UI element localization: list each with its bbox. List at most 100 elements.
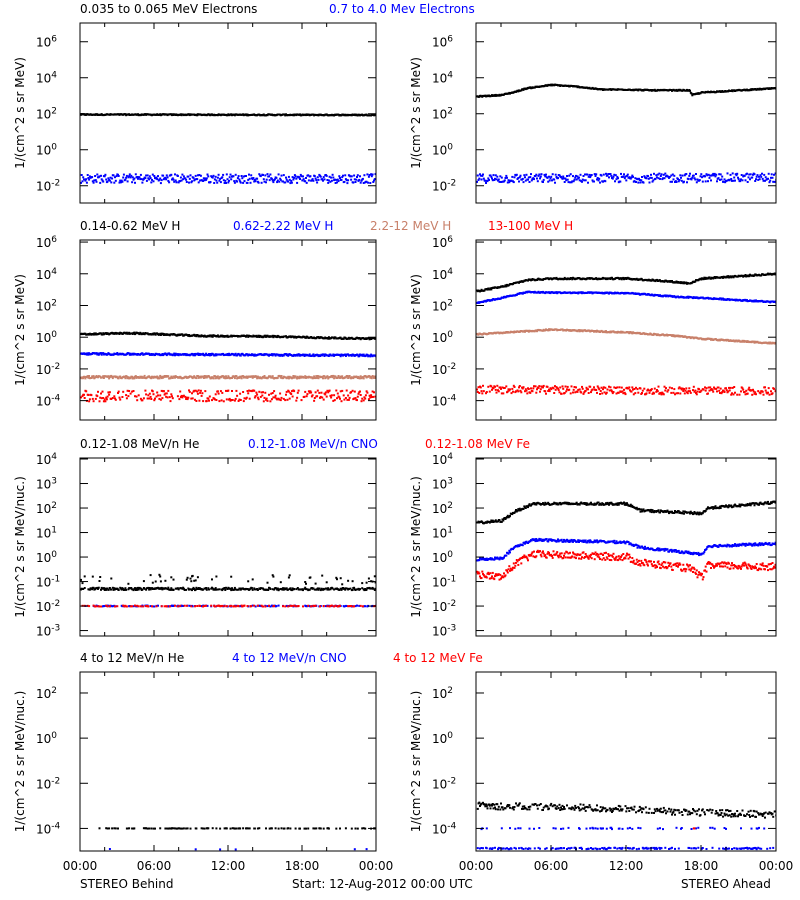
data-point — [335, 178, 338, 181]
data-point — [105, 398, 108, 401]
data-point — [558, 174, 561, 177]
data-point — [695, 393, 698, 396]
data-point — [500, 181, 502, 183]
data-point — [714, 175, 717, 178]
data-point — [216, 176, 219, 179]
data-point — [611, 276, 613, 279]
data-point — [204, 390, 207, 393]
data-point — [602, 386, 605, 389]
data-point — [336, 181, 338, 184]
data-point — [600, 174, 603, 177]
data-point — [494, 177, 496, 180]
data-point — [239, 180, 242, 183]
data-point — [215, 179, 218, 182]
data-point — [536, 180, 539, 183]
data-point — [708, 389, 711, 392]
data-point — [92, 333, 95, 336]
data-point — [191, 397, 194, 400]
data-point — [104, 400, 107, 403]
data-point — [298, 353, 301, 356]
data-point — [657, 177, 660, 180]
data-point — [193, 375, 196, 378]
data-point — [482, 390, 485, 393]
data-point — [270, 376, 273, 379]
data-point — [329, 180, 332, 183]
data-point — [247, 178, 250, 181]
data-point — [622, 276, 625, 279]
data-point — [742, 388, 745, 391]
data-point — [227, 375, 230, 378]
data-point — [329, 394, 332, 397]
data-point — [485, 392, 487, 395]
data-point — [552, 387, 555, 390]
data-point — [315, 179, 318, 182]
data-point — [330, 394, 333, 397]
data-point — [225, 182, 227, 184]
data-point — [120, 588, 123, 591]
data-point — [106, 353, 109, 356]
data-point — [590, 391, 592, 394]
data-point — [704, 386, 706, 389]
data-point — [291, 376, 294, 379]
data-point — [723, 178, 726, 181]
data-point — [746, 392, 749, 395]
data-point — [223, 375, 226, 378]
data-point — [636, 388, 639, 391]
data-point — [727, 275, 730, 278]
data-point — [236, 394, 239, 397]
data-point — [88, 178, 91, 181]
data-point — [584, 179, 587, 182]
data-point — [316, 176, 319, 179]
data-point — [677, 178, 679, 181]
data-point — [85, 181, 88, 184]
data-point — [689, 391, 692, 394]
data-point — [372, 375, 375, 378]
data-point — [218, 179, 221, 182]
data-point — [524, 388, 527, 391]
data-point — [307, 354, 310, 357]
data-point — [97, 586, 100, 589]
data-point — [667, 175, 670, 178]
data-point — [182, 178, 185, 181]
data-point — [117, 589, 120, 591]
data-point — [623, 388, 625, 391]
data-point — [251, 376, 254, 379]
data-point — [671, 173, 674, 176]
data-point — [97, 352, 99, 355]
data-point — [147, 586, 150, 589]
data-point — [159, 374, 162, 377]
data-point — [85, 178, 88, 181]
data-point — [304, 390, 307, 393]
data-point — [546, 385, 549, 388]
data-point — [748, 173, 751, 176]
data-point — [370, 173, 373, 176]
data-point — [137, 177, 139, 180]
data-point — [167, 179, 170, 182]
data-point — [86, 375, 89, 378]
data-point — [160, 377, 163, 380]
data-point — [695, 392, 697, 394]
data-point — [602, 180, 604, 183]
data-point — [361, 177, 364, 180]
data-point — [145, 174, 148, 177]
data-point — [147, 177, 150, 180]
data-point — [741, 179, 744, 182]
data-point — [197, 181, 200, 184]
data-point — [247, 335, 250, 338]
data-point — [722, 389, 725, 392]
data-point — [285, 353, 287, 356]
panels: 0.035 to 0.065 MeV Electrons 0.7 to 4.0 M… — [13, 2, 793, 873]
data-point — [168, 352, 171, 355]
data-point — [221, 391, 224, 394]
data-point — [118, 181, 121, 184]
data-point — [252, 353, 255, 356]
data-point — [370, 175, 373, 178]
data-point — [356, 174, 359, 177]
data-point — [631, 174, 634, 177]
data-point — [208, 353, 210, 355]
data-point — [517, 177, 520, 179]
data-point — [214, 393, 217, 396]
data-point — [202, 177, 205, 180]
data-point — [288, 178, 291, 181]
data-point — [145, 588, 148, 591]
